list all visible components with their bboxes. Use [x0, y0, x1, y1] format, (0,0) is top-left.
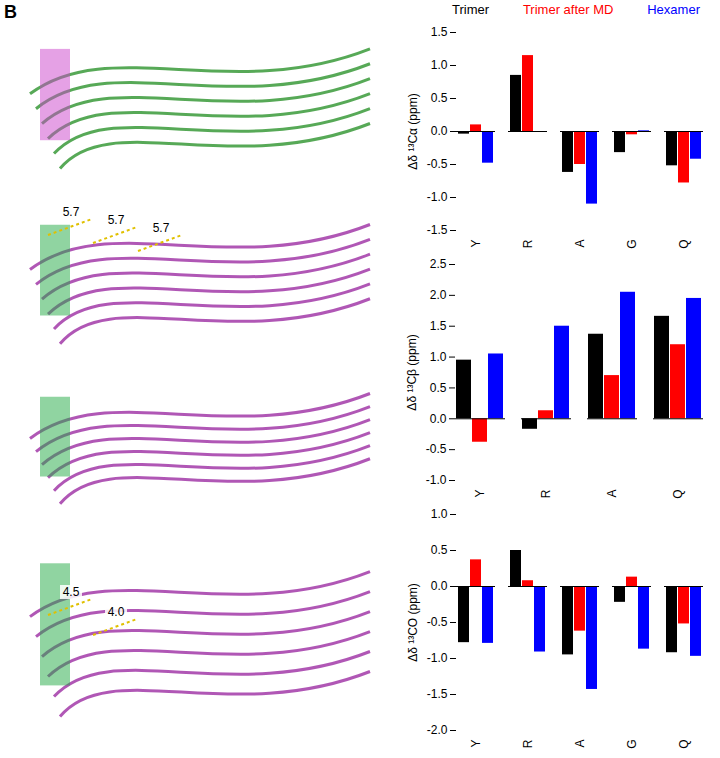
svg-text:Q: Q: [677, 740, 691, 749]
svg-text:0.5: 0.5: [431, 543, 448, 557]
svg-text:G: G: [625, 740, 639, 749]
svg-text:Y: Y: [473, 490, 487, 498]
svg-text:-1.5: -1.5: [427, 223, 448, 237]
svg-text:0.0: 0.0: [431, 579, 448, 593]
svg-text:-1.0: -1.0: [427, 651, 448, 665]
svg-text:2.0: 2.0: [430, 288, 447, 302]
svg-text:Q: Q: [677, 240, 691, 249]
svg-text:1.5: 1.5: [430, 319, 447, 333]
svg-text:Y: Y: [469, 240, 483, 248]
svg-text:R: R: [521, 239, 535, 248]
svg-text:0.0: 0.0: [431, 124, 448, 138]
svg-text:G: G: [625, 240, 639, 249]
svg-text:Q: Q: [671, 490, 685, 499]
svg-text:A: A: [573, 240, 587, 248]
svg-text:0.5: 0.5: [431, 91, 448, 105]
svg-text:A: A: [605, 490, 619, 498]
svg-text:Δδ ¹³Cα (ppm): Δδ ¹³Cα (ppm): [406, 93, 420, 169]
svg-text:B: B: [4, 2, 17, 22]
svg-text:1.0: 1.0: [431, 58, 448, 72]
svg-text:Δδ ¹³Cβ (ppm): Δδ ¹³Cβ (ppm): [405, 334, 419, 410]
svg-text:5.7: 5.7: [63, 205, 80, 219]
svg-text:0.0: 0.0: [430, 412, 447, 426]
svg-text:5.7: 5.7: [153, 221, 170, 235]
html-text:Trimer after MD: Trimer after MD: [522, 2, 614, 17]
svg-text:0.5: 0.5: [430, 381, 447, 395]
svg-text:-0.5: -0.5: [427, 157, 448, 171]
svg-text:4.5: 4.5: [63, 585, 80, 599]
svg-text:-1.5: -1.5: [427, 687, 448, 701]
svg-text:Y: Y: [469, 740, 483, 748]
svg-text:5.7: 5.7: [108, 213, 125, 227]
svg-text:A: A: [573, 740, 587, 748]
svg-text:-1.0: -1.0: [426, 473, 447, 487]
svg-text:4.0: 4.0: [108, 605, 125, 619]
svg-text:1.5: 1.5: [431, 25, 448, 39]
html-text:Hexamer: Hexamer: [647, 2, 700, 17]
svg-text:R: R: [521, 739, 535, 748]
svg-text:-0.5: -0.5: [426, 442, 447, 456]
svg-text:-1.0: -1.0: [427, 190, 448, 204]
svg-text:-0.5: -0.5: [427, 615, 448, 629]
svg-text:Δδ ¹³CO (ppm): Δδ ¹³CO (ppm): [406, 583, 420, 662]
svg-text:-2.0: -2.0: [427, 723, 448, 737]
svg-text:2.5: 2.5: [430, 257, 447, 271]
svg-text:1.0: 1.0: [431, 507, 448, 521]
html-text:Trimer: Trimer: [452, 2, 490, 17]
svg-text:1.0: 1.0: [430, 350, 447, 364]
svg-text:R: R: [539, 489, 553, 498]
